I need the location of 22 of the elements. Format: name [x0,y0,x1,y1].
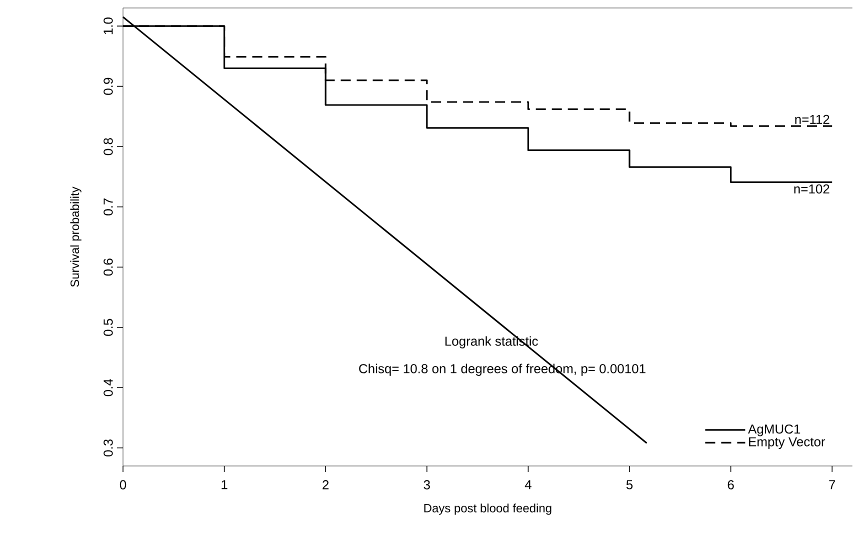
x-tick-label: 5 [626,480,633,490]
y-tick-label: 0.4 [104,378,113,396]
x-tick-label: 0 [120,480,126,490]
x-tick-label: 3 [424,480,430,490]
annotation: n=102 [794,184,830,194]
legend-label: AgMUC1 [748,424,800,436]
y-tick-label: 0.9 [104,78,113,95]
legend-label: Empty Vector [749,437,826,449]
x-tick-label: 6 [728,480,734,490]
y-tick-label: 0.6 [104,258,113,276]
y-tick-label: 0.7 [104,198,113,216]
y-tick-label: 1.0 [104,18,113,34]
y-axis-title: Survival probability [70,186,82,287]
x-tick-label: 7 [829,480,836,490]
x-tick-label: 1 [222,480,228,490]
x-tick-label: 2 [322,480,329,490]
x-axis-title: Days post blood feeding [424,504,552,515]
annotation: n=112 [795,114,830,124]
y-tick-label: 0.5 [104,318,113,336]
y-tick-label: 0.3 [104,439,113,456]
x-tick-label: 4 [524,480,532,490]
y-tick-label: 0.8 [104,138,113,156]
